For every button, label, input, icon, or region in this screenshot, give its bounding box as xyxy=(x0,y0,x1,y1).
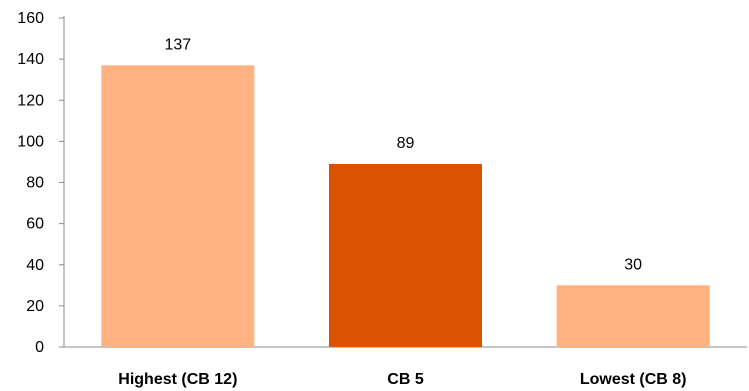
y-tick-label: 100 xyxy=(17,133,44,150)
y-axis-ticks: 0 20 40 60 80 100 120 140 160 xyxy=(17,10,64,356)
data-label: 89 xyxy=(397,135,415,152)
bar xyxy=(329,163,482,347)
y-tick-label: 0 xyxy=(35,339,44,356)
y-tick-label: 120 xyxy=(17,92,44,109)
y-tick-label: 40 xyxy=(26,257,44,274)
y-tick-label: 140 xyxy=(17,51,44,68)
category-label: Highest (CB 12) xyxy=(118,371,237,388)
y-tick-label: 160 xyxy=(17,10,44,27)
bar xyxy=(556,285,710,347)
bar xyxy=(101,65,255,347)
data-labels: 137 89 30 xyxy=(164,36,642,273)
data-label: 137 xyxy=(164,36,191,53)
y-tick-label: 20 xyxy=(26,298,44,315)
y-tick-label: 80 xyxy=(26,175,44,192)
category-label: CB 5 xyxy=(387,371,424,388)
data-label: 30 xyxy=(624,256,642,273)
category-labels: Highest (CB 12) CB 5 Lowest (CB 8) xyxy=(118,371,686,388)
y-tick-label: 60 xyxy=(26,216,44,233)
bars xyxy=(101,65,710,347)
category-label: Lowest (CB 8) xyxy=(580,371,687,388)
